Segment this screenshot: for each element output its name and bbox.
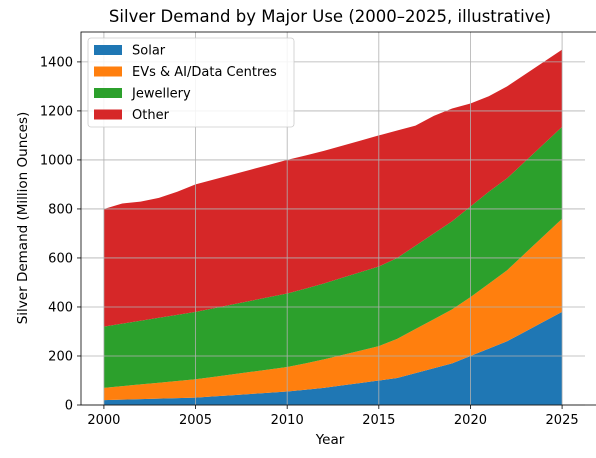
plot-frame xyxy=(80,31,596,406)
y-tick-label-0: 0 xyxy=(65,399,73,414)
x-tick-label-4: 2020 xyxy=(454,413,487,428)
legend: Solar EVs & AI/Data Centres Jewellery Other xyxy=(87,37,295,128)
y-tick-label-6: 1200 xyxy=(40,104,73,119)
area-series-0 xyxy=(103,311,563,405)
chart-title: Silver Demand by Major Use (2000–2025, i… xyxy=(109,7,551,26)
legend-label-2: Jewellery xyxy=(131,87,191,102)
x-tick-label-5: 2025 xyxy=(546,413,579,428)
y-tick-label-7: 1400 xyxy=(40,55,73,70)
legend-box xyxy=(87,37,295,128)
grid-layer xyxy=(81,32,585,406)
y-tick-label-4: 800 xyxy=(48,202,73,217)
y-axis: 0 200 400 600 800 1000 1200 1400 xyxy=(40,55,81,414)
legend-swatch-1 xyxy=(94,66,122,77)
legend-swatch-0 xyxy=(94,45,122,55)
y-axis-label: Silver Demand (Million Ounces) xyxy=(15,112,31,325)
legend-swatch-2 xyxy=(94,88,122,98)
area-series-3 xyxy=(103,49,563,327)
x-axis-label: Year xyxy=(315,432,345,448)
x-axis: 2000 2005 2010 2015 2020 2025 xyxy=(87,405,579,428)
x-tick-label-3: 2015 xyxy=(362,413,395,428)
legend-label-0: Solar xyxy=(132,44,166,59)
x-tick-label-2: 2010 xyxy=(271,413,304,428)
x-tick-label-1: 2005 xyxy=(179,413,212,428)
y-tick-label-3: 600 xyxy=(48,251,73,266)
x-tick-label-0: 2000 xyxy=(87,413,120,428)
area-layer xyxy=(103,49,563,405)
y-tick-label-2: 400 xyxy=(48,300,73,315)
y-tick-label-5: 1000 xyxy=(40,153,73,168)
y-tick-label-1: 200 xyxy=(48,349,73,364)
area-series-1 xyxy=(103,218,563,401)
area-series-2 xyxy=(103,126,563,388)
legend-label-1: EVs & AI/Data Centres xyxy=(132,65,277,80)
legend-label-3: Other xyxy=(132,108,170,123)
legend-swatch-3 xyxy=(94,109,122,120)
